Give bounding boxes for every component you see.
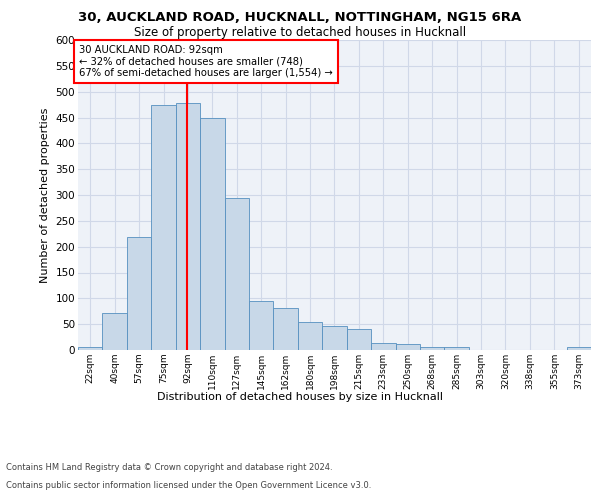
Text: 30, AUCKLAND ROAD, HUCKNALL, NOTTINGHAM, NG15 6RA: 30, AUCKLAND ROAD, HUCKNALL, NOTTINGHAM,… <box>79 11 521 24</box>
Bar <box>224 198 249 350</box>
Bar <box>298 322 322 350</box>
Bar <box>151 104 176 350</box>
Bar <box>78 348 103 350</box>
Bar <box>347 329 371 350</box>
Bar <box>200 118 224 350</box>
Bar <box>249 301 274 350</box>
Text: Contains HM Land Registry data © Crown copyright and database right 2024.: Contains HM Land Registry data © Crown c… <box>6 462 332 471</box>
Text: Size of property relative to detached houses in Hucknall: Size of property relative to detached ho… <box>134 26 466 39</box>
Bar <box>371 344 395 350</box>
Bar <box>566 348 591 350</box>
Bar <box>445 348 469 350</box>
Bar <box>322 326 347 350</box>
Text: Contains public sector information licensed under the Open Government Licence v3: Contains public sector information licen… <box>6 481 371 490</box>
Bar <box>395 344 420 350</box>
Bar <box>103 313 127 350</box>
Bar <box>127 237 151 350</box>
Text: Distribution of detached houses by size in Hucknall: Distribution of detached houses by size … <box>157 392 443 402</box>
Text: 30 AUCKLAND ROAD: 92sqm
← 32% of detached houses are smaller (748)
67% of semi-d: 30 AUCKLAND ROAD: 92sqm ← 32% of detache… <box>79 45 333 78</box>
Bar <box>176 102 200 350</box>
Y-axis label: Number of detached properties: Number of detached properties <box>40 108 50 282</box>
Bar <box>274 308 298 350</box>
Bar <box>420 348 445 350</box>
